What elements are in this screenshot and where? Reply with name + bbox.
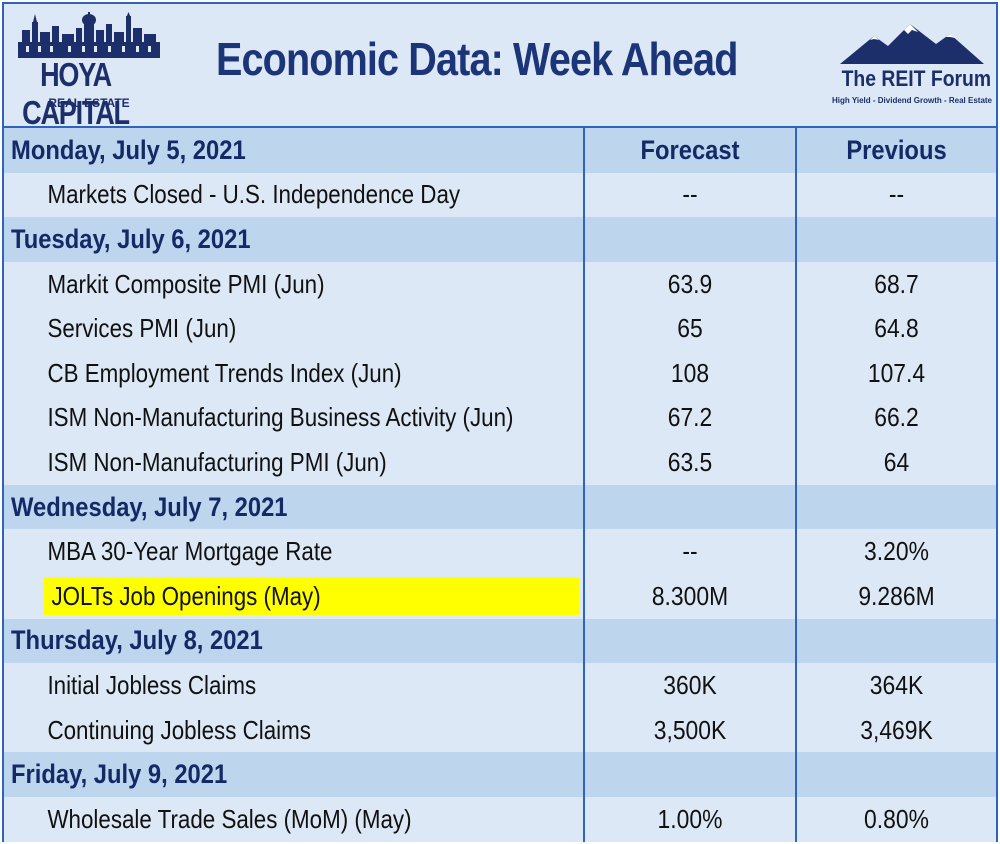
reit-forum-logo: The REIT Forum High Yield - Dividend Gro…: [832, 24, 992, 114]
forecast-value: 67.2: [667, 402, 713, 433]
reit-forum-logo-name: The REIT Forum: [841, 66, 992, 91]
table-row: Markit Composite PMI (Jun) 63.9 68.7: [4, 261, 996, 307]
indicator-name: ISM Non-Manufacturing Business Activity …: [47, 402, 514, 433]
previous-value: 0.80%: [864, 803, 929, 834]
indicator-name: Markets Closed - U.S. Independence Day: [47, 179, 461, 210]
forecast-value: 63.5: [667, 446, 713, 477]
day-label: Friday, July 9, 2021: [11, 759, 228, 790]
indicator-name: Continuing Jobless Claims: [47, 714, 311, 745]
table-row: Initial Jobless Claims 360K 364K: [4, 663, 996, 708]
previous-value: 9.286M: [858, 580, 935, 611]
hoya-capital-logo-subtitle: REAL ESTATE: [48, 96, 130, 110]
highlighted-table-row: JOLTs Job Openings (May) 8.300M 9.286M: [4, 573, 996, 619]
day-label: Tuesday, July 6, 2021: [11, 223, 251, 254]
previous-value: 64.8: [874, 313, 919, 344]
previous-value: 3.20%: [864, 536, 929, 567]
indicator-name: Markit Composite PMI (Jun): [47, 268, 325, 299]
table-row: Continuing Jobless Claims 3,500K 3,469K: [4, 707, 996, 753]
hoya-capital-logo: HOYA CAPITAL REAL ESTATE: [14, 12, 164, 131]
hoya-capital-logo-name: HOYA CAPITAL: [22, 56, 130, 131]
indicator-name: JOLTs Job Openings (May): [51, 580, 321, 611]
previous-value: 66.2: [874, 402, 919, 433]
economic-data-table: Monday, July 5, 2021 Forecast Previous M…: [4, 128, 996, 842]
forecast-value: 3,500K: [653, 714, 727, 745]
day-header-row: Friday, July 9, 2021: [4, 752, 996, 797]
table-row: Services PMI (Jun) 65 64.8: [4, 306, 996, 351]
city-skyline-icon: [18, 12, 160, 58]
highlight-marker: [44, 576, 580, 615]
forecast-column-header: Forecast: [640, 134, 740, 165]
mountain-icon: [840, 24, 984, 64]
table-row: CB Employment Trends Index (Jun) 108 107…: [4, 350, 996, 396]
day-label: Thursday, July 8, 2021: [11, 625, 263, 656]
reit-forum-logo-tagline: High Yield - Dividend Growth - Real Esta…: [831, 96, 993, 105]
header: HOYA CAPITAL REAL ESTATE Economic Data: …: [4, 4, 996, 131]
table-row: Wholesale Trade Sales (MoM) (May) 1.00% …: [4, 796, 996, 842]
indicator-name: ISM Non-Manufacturing PMI (Jun): [47, 446, 387, 477]
indicator-name: CB Employment Trends Index (Jun): [47, 357, 402, 388]
indicator-name: Initial Jobless Claims: [47, 669, 257, 700]
forecast-value: --: [682, 179, 698, 210]
previous-value: 68.7: [874, 268, 919, 299]
previous-column-header: Previous: [846, 134, 947, 165]
indicator-name: MBA 30-Year Mortgage Rate: [47, 536, 333, 567]
previous-value: 3,469K: [860, 714, 933, 745]
forecast-value: 1.00%: [657, 803, 723, 834]
forecast-value: 108: [670, 357, 710, 388]
table-row: Markets Closed - U.S. Independence Day -…: [4, 172, 996, 218]
previous-value: --: [888, 179, 905, 210]
previous-value: 107.4: [867, 357, 926, 388]
forecast-value: 8.300M: [651, 580, 729, 611]
previous-value: 64: [883, 446, 910, 477]
table-row: MBA 30-Year Mortgage Rate -- 3.20%: [4, 529, 996, 574]
forecast-value: 65: [677, 313, 703, 344]
forecast-value: --: [682, 536, 698, 567]
indicator-name: Services PMI (Jun): [47, 313, 237, 344]
day-header-row: Monday, July 5, 2021 Forecast Previous: [4, 128, 996, 173]
day-header-row: Wednesday, July 7, 2021: [4, 484, 996, 530]
day-header-row: Tuesday, July 6, 2021: [4, 217, 996, 262]
day-label: Monday, July 5, 2021: [11, 134, 246, 165]
indicator-name: Wholesale Trade Sales (MoM) (May): [47, 803, 412, 834]
forecast-value: 360K: [663, 669, 717, 700]
forecast-value: 63.9: [667, 268, 713, 299]
table-row: ISM Non-Manufacturing Business Activity …: [4, 395, 996, 441]
page-title: Economic Data: Week Ahead: [216, 33, 738, 85]
table-row: ISM Non-Manufacturing PMI (Jun) 63.5 64: [4, 440, 996, 485]
previous-value: 364K: [869, 669, 924, 700]
day-header-row: Thursday, July 8, 2021: [4, 618, 996, 664]
day-label: Wednesday, July 7, 2021: [11, 491, 288, 522]
